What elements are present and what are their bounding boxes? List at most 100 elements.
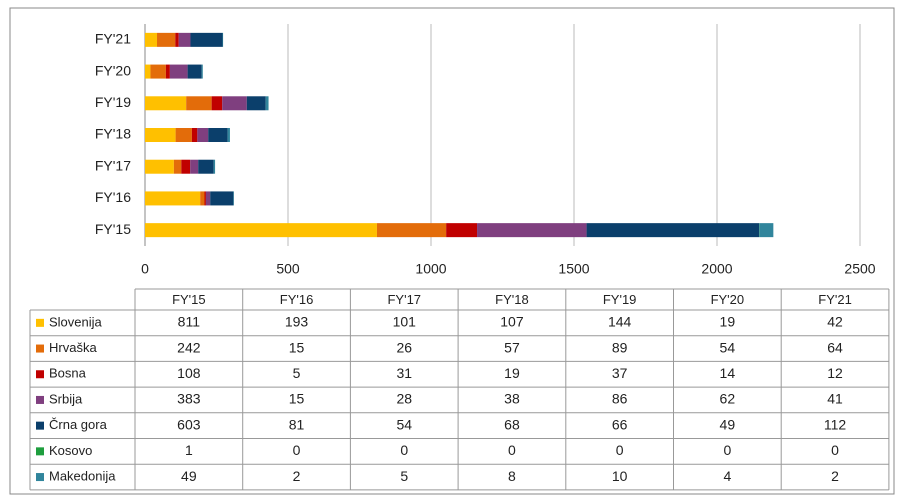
table-cell: 26 <box>396 339 412 355</box>
table-cell: 0 <box>831 442 839 458</box>
table-header: FY'17 <box>387 292 421 307</box>
table-cell: 242 <box>177 339 201 355</box>
table-cell: 107 <box>500 314 524 330</box>
legend-swatch <box>36 370 44 379</box>
bar-segment <box>145 96 187 111</box>
table-cell: 0 <box>400 442 408 458</box>
table-cell: 28 <box>396 391 412 407</box>
bar-segment <box>178 32 191 47</box>
table-cell: 12 <box>827 365 843 381</box>
bar-segment <box>205 191 211 206</box>
table-cell: 603 <box>177 416 201 432</box>
legend-label: Hrvaška <box>49 340 97 355</box>
table-cell: 57 <box>504 339 520 355</box>
bar-segment <box>157 32 176 47</box>
frame <box>9 7 895 495</box>
y-tick-label: FY'21 <box>95 31 131 47</box>
bar-segment <box>200 191 205 206</box>
table-cell: 81 <box>289 416 305 432</box>
bar-segment <box>208 128 228 142</box>
y-tick-label: FY'16 <box>95 189 131 205</box>
bar-segment <box>175 32 179 47</box>
table-header: FY'16 <box>280 292 314 307</box>
bar-segment <box>169 64 188 79</box>
bar-segment <box>145 128 176 142</box>
bar-segment <box>233 191 234 206</box>
table-cell: 19 <box>504 365 520 381</box>
x-tick-label: 1500 <box>558 261 589 277</box>
bar-segment <box>477 223 587 238</box>
table-cell: 10 <box>612 468 628 484</box>
table-cell: 68 <box>504 416 520 432</box>
legend-label: Srbija <box>49 391 83 406</box>
table-cell: 42 <box>827 314 843 330</box>
table-header: FY'21 <box>818 292 852 307</box>
bar-segment <box>246 96 266 111</box>
legend-swatch <box>36 421 44 430</box>
table-cell: 5 <box>400 468 408 484</box>
table-cell: 15 <box>289 391 305 407</box>
legend-swatch <box>36 395 44 404</box>
table-cell: 112 <box>824 416 847 432</box>
bar-segment <box>145 191 201 206</box>
x-tick-label: 500 <box>276 261 300 277</box>
table-cell: 14 <box>720 365 736 381</box>
table-cell: 49 <box>181 468 197 484</box>
legend-swatch <box>36 447 44 456</box>
bar-segment <box>222 32 224 47</box>
table-cell: 101 <box>393 314 417 330</box>
bar-segment <box>173 159 182 174</box>
y-tick-label: FY'17 <box>95 157 131 173</box>
legend-label: Bosna <box>49 366 87 381</box>
table-cell: 8 <box>508 468 516 484</box>
y-tick-label: FY'20 <box>95 62 131 78</box>
bar-segment <box>376 223 447 238</box>
table-cell: 108 <box>177 365 201 381</box>
table-cell: 66 <box>612 416 628 432</box>
table-cell: 38 <box>504 391 520 407</box>
x-tick-label: 2000 <box>701 261 732 277</box>
table-header: FY'15 <box>172 292 206 307</box>
table-cell: 1 <box>185 442 193 458</box>
x-tick-label: 2500 <box>844 261 875 277</box>
bar-segment <box>198 159 214 174</box>
table-cell: 31 <box>396 365 412 381</box>
bar-segment <box>204 191 206 206</box>
table-cell: 0 <box>616 442 624 458</box>
legend-label: Makedonija <box>49 468 116 483</box>
bar-segment <box>197 128 209 142</box>
table-cell: 2 <box>831 468 839 484</box>
table-cell: 15 <box>289 339 305 355</box>
bar-segment <box>186 96 212 111</box>
bar-segment <box>210 191 234 206</box>
legend-label: Črna gora <box>49 417 108 432</box>
bar-segment <box>191 128 198 142</box>
bar-segment <box>145 159 174 174</box>
legend-swatch <box>36 473 44 482</box>
bar-segment <box>265 96 269 111</box>
table-cell: 86 <box>612 391 628 407</box>
bar-segment <box>227 128 230 142</box>
table-cell: 811 <box>178 314 201 330</box>
bar-segment <box>211 96 223 111</box>
bar-segment <box>145 64 151 79</box>
table-cell: 0 <box>293 442 301 458</box>
table-header: FY'20 <box>711 292 745 307</box>
legend-label: Kosovo <box>49 443 92 458</box>
table-cell: 144 <box>608 314 632 330</box>
table-cell: 49 <box>720 416 736 432</box>
table-cell: 37 <box>612 365 628 381</box>
bar-segment <box>187 64 202 79</box>
bar-segment <box>145 223 377 238</box>
table-cell: 2 <box>293 468 301 484</box>
bar-segment <box>213 159 216 174</box>
x-tick-label: 1000 <box>415 261 446 277</box>
y-tick-label: FY'18 <box>95 126 131 142</box>
table-cell: 5 <box>293 365 301 381</box>
legend-swatch <box>36 344 44 353</box>
bar-segment <box>222 96 247 111</box>
table-header: FY'18 <box>495 292 529 307</box>
table-cell: 89 <box>612 339 628 355</box>
bar-segment <box>145 32 158 47</box>
